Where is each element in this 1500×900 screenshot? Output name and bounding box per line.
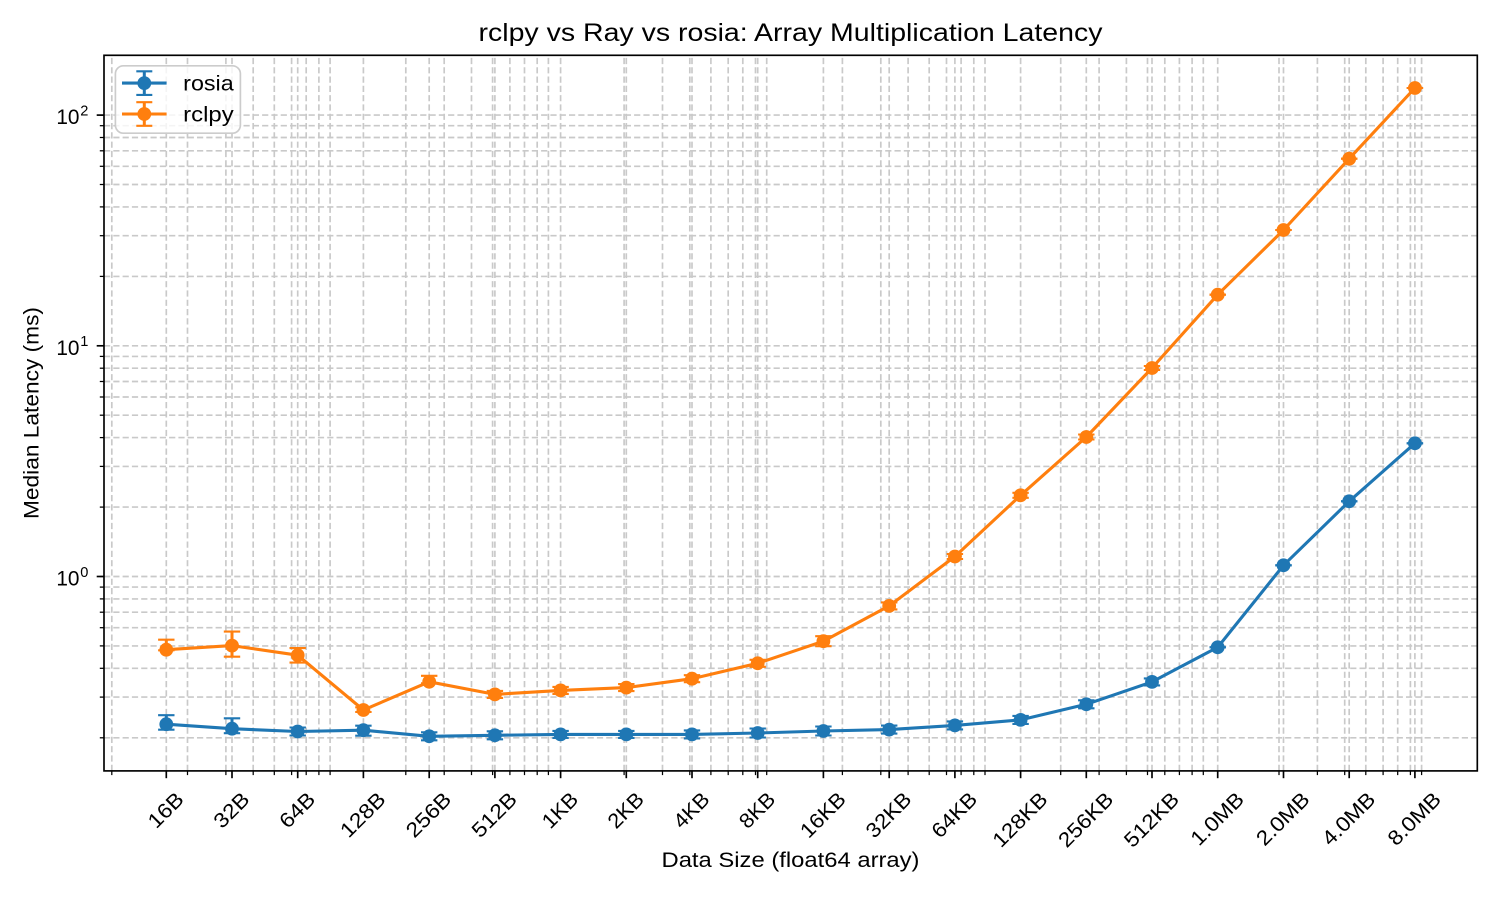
svg-text:10: 10 [56, 337, 79, 360]
svg-text:10: 10 [56, 568, 79, 591]
svg-text:rosia: rosia [183, 72, 234, 95]
svg-text:rclpy: rclpy [183, 103, 234, 126]
svg-text:Median Latency (ms): Median Latency (ms) [21, 307, 44, 519]
svg-text:1: 1 [80, 334, 88, 350]
svg-text:rclpy vs Ray vs rosia: Array M: rclpy vs Ray vs rosia: Array Multiplicat… [479, 19, 1104, 47]
svg-text:10: 10 [56, 106, 79, 129]
svg-text:Data Size (float64 array): Data Size (float64 array) [662, 849, 920, 872]
svg-text:2: 2 [80, 103, 88, 119]
svg-text:0: 0 [80, 565, 88, 581]
